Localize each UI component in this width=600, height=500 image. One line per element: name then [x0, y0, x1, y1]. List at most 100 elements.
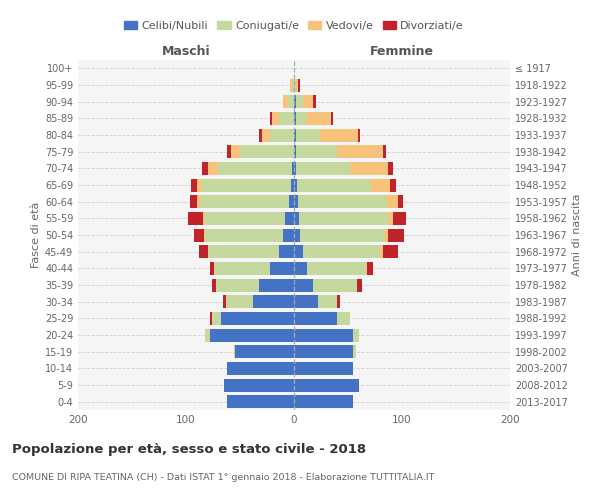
Bar	[356, 278, 362, 291]
Legend: Celibi/Nubili, Coniugati/e, Vedovi/e, Divorziati/e: Celibi/Nubili, Coniugati/e, Vedovi/e, Di…	[119, 16, 469, 36]
Bar	[212, 278, 216, 291]
Bar	[283, 95, 287, 108]
Bar	[224, 378, 294, 392]
Bar	[331, 112, 333, 125]
Bar	[294, 128, 296, 141]
Bar	[383, 145, 386, 158]
Text: Femmine: Femmine	[370, 44, 434, 58]
Bar	[214, 262, 270, 275]
Bar	[232, 145, 240, 158]
Bar	[270, 262, 294, 275]
Bar	[353, 328, 359, 342]
Bar	[394, 212, 406, 225]
Bar	[233, 345, 235, 358]
Bar	[385, 228, 388, 241]
Bar	[353, 345, 356, 358]
Bar	[208, 245, 279, 258]
Bar	[227, 395, 294, 408]
Bar	[337, 312, 350, 325]
Bar	[226, 295, 253, 308]
Bar	[294, 95, 296, 108]
Bar	[294, 112, 296, 125]
Bar	[197, 195, 200, 208]
Bar	[292, 78, 294, 92]
Bar	[212, 312, 221, 325]
Bar	[259, 128, 262, 141]
Bar	[296, 145, 337, 158]
Bar	[388, 228, 404, 241]
Bar	[270, 112, 272, 125]
Bar	[294, 162, 296, 175]
Bar	[210, 262, 214, 275]
Bar	[294, 262, 307, 275]
Text: Maschi: Maschi	[161, 44, 211, 58]
Bar	[200, 195, 289, 208]
Bar	[302, 95, 313, 108]
Bar	[298, 78, 301, 92]
Bar	[367, 262, 373, 275]
Bar	[194, 228, 205, 241]
Bar	[279, 245, 294, 258]
Bar	[216, 278, 259, 291]
Bar	[296, 78, 298, 92]
Bar	[272, 112, 279, 125]
Text: Popolazione per età, sesso e stato civile - 2018: Popolazione per età, sesso e stato civil…	[12, 442, 366, 456]
Y-axis label: Fasce di età: Fasce di età	[31, 202, 41, 268]
Bar	[279, 112, 294, 125]
Bar	[287, 95, 294, 108]
Bar	[337, 295, 340, 308]
Bar	[205, 328, 210, 342]
Bar	[388, 162, 394, 175]
Bar	[235, 345, 294, 358]
Bar	[294, 228, 301, 241]
Bar	[313, 95, 316, 108]
Bar	[259, 278, 294, 291]
Bar	[294, 345, 353, 358]
Bar	[205, 212, 286, 225]
Bar	[227, 145, 232, 158]
Bar	[191, 178, 197, 192]
Y-axis label: Anni di nascita: Anni di nascita	[572, 194, 582, 276]
Bar	[283, 228, 294, 241]
Bar	[253, 295, 294, 308]
Bar	[294, 395, 353, 408]
Bar	[294, 145, 296, 158]
Bar	[240, 145, 294, 158]
Bar	[221, 312, 294, 325]
Bar	[188, 212, 203, 225]
Text: COMUNE DI RIPA TEATINA (CH) - Dati ISTAT 1° gennaio 2018 - Elaborazione TUTTITAL: COMUNE DI RIPA TEATINA (CH) - Dati ISTAT…	[12, 472, 434, 482]
Bar	[210, 312, 212, 325]
Bar	[202, 178, 291, 192]
Bar	[218, 162, 292, 175]
Bar	[294, 378, 359, 392]
Bar	[307, 112, 331, 125]
Bar	[294, 78, 296, 92]
Bar	[318, 295, 337, 308]
Bar	[294, 278, 313, 291]
Bar	[298, 195, 387, 208]
Bar	[197, 178, 202, 192]
Bar	[223, 295, 226, 308]
Bar	[270, 128, 294, 141]
Bar	[202, 162, 208, 175]
Bar	[307, 262, 367, 275]
Bar	[294, 295, 318, 308]
Bar	[199, 245, 208, 258]
Bar	[337, 145, 383, 158]
Bar	[294, 312, 337, 325]
Bar	[203, 212, 205, 225]
Bar	[383, 245, 398, 258]
Bar	[296, 162, 350, 175]
Bar	[296, 95, 302, 108]
Bar	[320, 128, 358, 141]
Bar	[292, 162, 294, 175]
Bar	[262, 128, 270, 141]
Bar	[294, 245, 302, 258]
Bar	[296, 112, 307, 125]
Bar	[313, 278, 356, 291]
Bar	[286, 212, 294, 225]
Bar	[208, 162, 218, 175]
Bar	[227, 362, 294, 375]
Bar	[294, 328, 353, 342]
Bar	[299, 212, 388, 225]
